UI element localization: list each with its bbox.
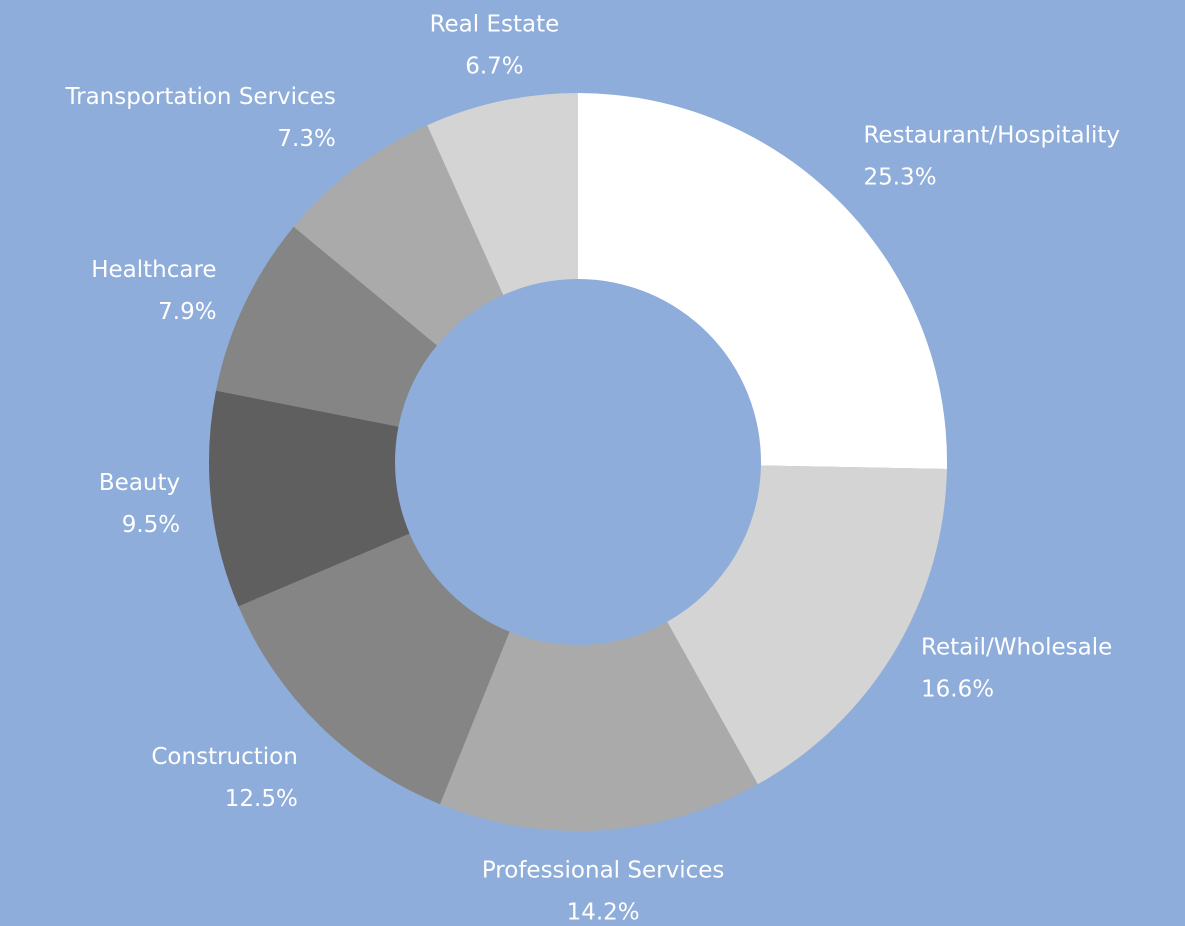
donut-slice	[578, 93, 947, 469]
slice-label: Beauty	[99, 470, 180, 496]
slice-value-label: 9.5%	[122, 512, 180, 538]
slice-label: Restaurant/Hospitality	[863, 122, 1120, 148]
slice-label: Healthcare	[91, 257, 216, 283]
donut-slice	[238, 533, 510, 805]
slice-label: Real Estate	[430, 11, 560, 37]
slice-label: Retail/Wholesale	[921, 634, 1112, 660]
slice-label: Transportation Services	[64, 84, 335, 110]
slice-value-label: 16.6%	[921, 676, 994, 702]
slice-value-label: 25.3%	[863, 164, 936, 190]
slice-label: Professional Services	[482, 858, 725, 884]
slice-value-label: 7.9%	[158, 299, 216, 325]
slice-value-label: 14.2%	[567, 900, 640, 926]
donut-slice	[209, 390, 410, 607]
donut-slice	[667, 465, 947, 785]
donut-slice	[427, 93, 578, 295]
slice-label: Construction	[151, 744, 297, 770]
donut-slice	[440, 621, 758, 831]
slice-value-label: 7.3%	[277, 126, 335, 152]
slice-value-label: 6.7%	[465, 53, 523, 79]
donut-slice	[293, 125, 504, 346]
slice-value-label: 12.5%	[225, 786, 298, 812]
donut-slice	[215, 226, 437, 427]
